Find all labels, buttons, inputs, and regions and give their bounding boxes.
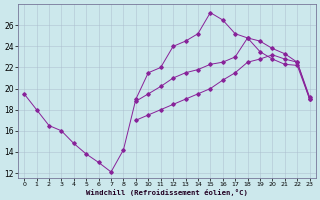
X-axis label: Windchill (Refroidissement éolien,°C): Windchill (Refroidissement éolien,°C)	[86, 189, 248, 196]
